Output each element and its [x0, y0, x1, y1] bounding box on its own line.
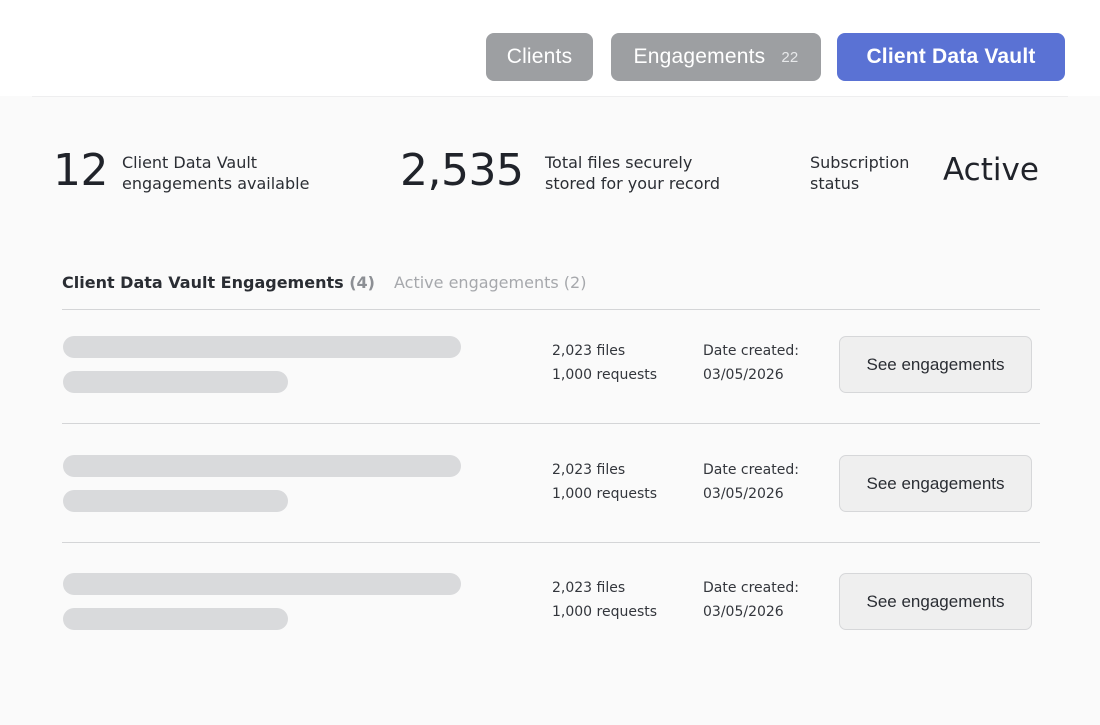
tab-inactive-label: Active engagements	[394, 273, 559, 292]
files-count: 2,023 files	[552, 580, 626, 596]
row-divider	[62, 423, 1040, 424]
requests-count: 1,000 requests	[552, 486, 658, 502]
nav-clients-button[interactable]: Clients	[486, 33, 593, 81]
files-count: 2,023 files	[552, 343, 626, 359]
engagements-count-badge: 22	[781, 48, 799, 66]
list-item: 2,023 files 1,000 requests Date created:…	[62, 310, 1040, 424]
nav-clients-label: Clients	[506, 45, 573, 68]
date-created-label: Date created:	[703, 462, 799, 478]
see-engagements-button[interactable]: See engagements	[839, 455, 1032, 512]
nav-engagements-button[interactable]: Engagements 22	[611, 33, 821, 81]
file-stats: 2,023 files 1,000 requests	[552, 576, 657, 624]
tab-active-label: Client Data Vault Engagements	[62, 273, 344, 292]
date-created-label: Date created:	[703, 580, 799, 596]
tabs-divider	[62, 309, 1040, 310]
list-item: 2,023 files 1,000 requests Date created:…	[62, 547, 1040, 661]
subscription-status-label: Subscription status	[810, 152, 909, 194]
date-created-value: 03/05/2026	[703, 367, 784, 383]
list-item: 2,023 files 1,000 requests Date created:…	[62, 429, 1040, 543]
tab-active-count: (4)	[349, 273, 375, 292]
requests-count: 1,000 requests	[552, 367, 658, 383]
date-created-value: 03/05/2026	[703, 486, 784, 502]
files-count: 2,023 files	[552, 462, 626, 478]
files-stored-label-line2: stored for your record	[545, 174, 720, 193]
date-created: Date created: 03/05/2026	[703, 339, 799, 387]
files-stored-count: 2,535	[400, 145, 524, 196]
skeleton-title-placeholder	[63, 336, 461, 358]
tab-inactive-count: (2)	[563, 273, 587, 292]
skeleton-subtitle-placeholder	[63, 371, 288, 393]
tab-client-data-vault-engagements[interactable]: Client Data Vault Engagements (4)	[62, 273, 375, 292]
skeleton-title-placeholder	[63, 573, 461, 595]
files-stored-label-line1: Total files securely	[545, 153, 693, 172]
date-created: Date created: 03/05/2026	[703, 458, 799, 506]
row-divider	[62, 542, 1040, 543]
skeleton-subtitle-placeholder	[63, 608, 288, 630]
tab-active-engagements[interactable]: Active engagements (2)	[394, 273, 586, 292]
file-stats: 2,023 files 1,000 requests	[552, 339, 657, 387]
date-created-label: Date created:	[703, 343, 799, 359]
skeleton-title-placeholder	[63, 455, 461, 477]
header-bar: Clients Engagements 22 Client Data Vault	[0, 0, 1100, 96]
engagements-available-label-line1: Client Data Vault	[122, 153, 258, 172]
engagements-available-label: Client Data Vault engagements available	[122, 152, 309, 194]
see-engagements-button[interactable]: See engagements	[839, 336, 1032, 393]
nav-client-data-vault-button[interactable]: Client Data Vault	[837, 33, 1065, 81]
subscription-label-line2: status	[810, 174, 860, 193]
date-created: Date created: 03/05/2026	[703, 576, 799, 624]
nav-engagements-label: Engagements	[633, 45, 766, 68]
engagements-available-count: 12	[53, 145, 109, 196]
date-created-value: 03/05/2026	[703, 604, 784, 620]
skeleton-subtitle-placeholder	[63, 490, 288, 512]
engagements-available-label-line2: engagements available	[122, 174, 310, 193]
nav-vault-label: Client Data Vault	[866, 45, 1036, 68]
subscription-status-value: Active	[943, 152, 1039, 188]
file-stats: 2,023 files 1,000 requests	[552, 458, 657, 506]
files-stored-label: Total files securely stored for your rec…	[545, 152, 720, 194]
subscription-label-line1: Subscription	[810, 153, 910, 172]
requests-count: 1,000 requests	[552, 604, 658, 620]
header-divider	[32, 96, 1068, 97]
see-engagements-button[interactable]: See engagements	[839, 573, 1032, 630]
